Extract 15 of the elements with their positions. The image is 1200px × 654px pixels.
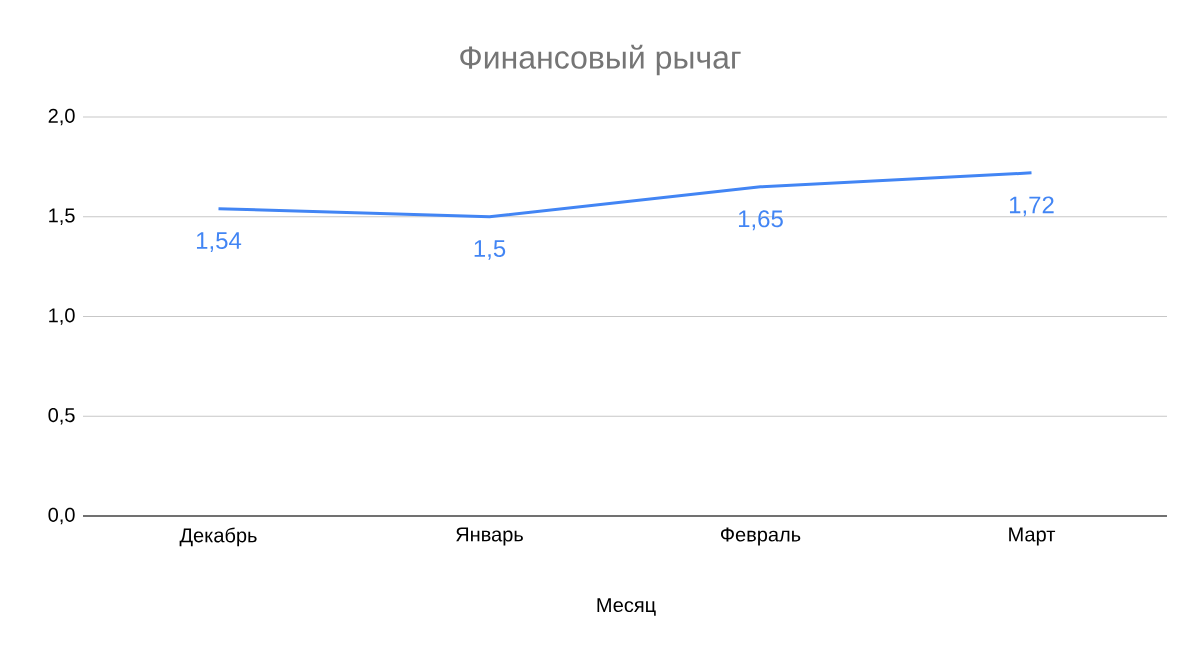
x-tick-label: Март (1009, 527, 1056, 546)
chart-title: Финансовый рычаг (460, 44, 741, 76)
y-tick-label: 1,0 (49, 308, 75, 325)
y-tick-label: 0,0 (48, 507, 75, 525)
x-tick-label: Февраль (721, 527, 801, 546)
x-tick-label: Декабрь (179, 527, 257, 547)
data-label: 1,72 (1009, 196, 1054, 217)
data-label: 1,54 (196, 232, 242, 252)
data-label: 1,65 (738, 210, 783, 231)
x-tick-label: Январь (456, 527, 523, 546)
y-tick-label: 2,0 (48, 108, 75, 126)
y-tick-label: 0,5 (48, 407, 75, 425)
y-tick-label: 1,5 (49, 208, 75, 225)
x-axis-title: Месяц (597, 598, 656, 616)
data-label: 1,5 (474, 240, 506, 260)
